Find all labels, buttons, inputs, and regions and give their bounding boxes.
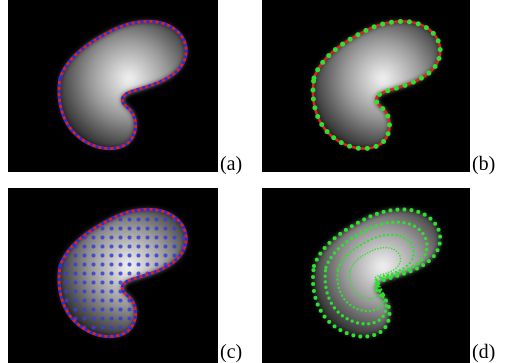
panel-c bbox=[8, 188, 218, 363]
panel-label: (a) bbox=[220, 153, 242, 175]
panel-d bbox=[262, 188, 470, 363]
panel-label: (d) bbox=[472, 341, 495, 363]
panel-a bbox=[8, 0, 218, 172]
figure: (a) (b) (c) (d) bbox=[0, 0, 509, 363]
panel-b bbox=[262, 0, 470, 172]
panel-label: (b) bbox=[472, 153, 495, 175]
panel-label: (c) bbox=[220, 341, 242, 363]
